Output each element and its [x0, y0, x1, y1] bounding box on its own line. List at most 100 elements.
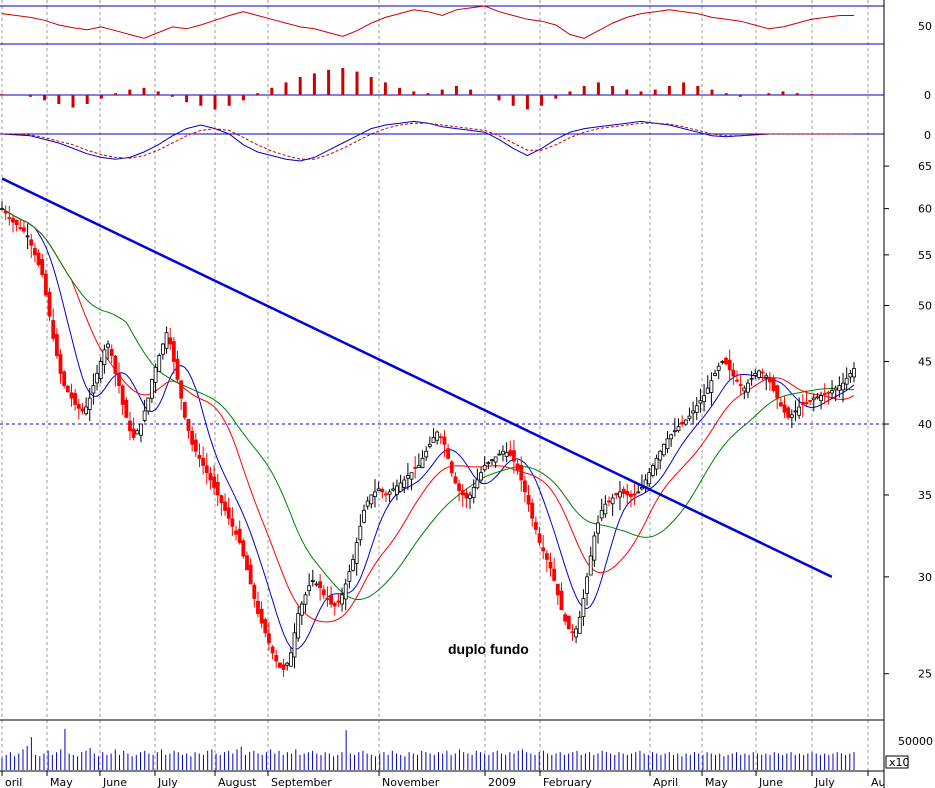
price-candle: [771, 377, 776, 391]
price-candle: [515, 463, 520, 471]
price-candle: [76, 404, 81, 409]
price-candle: [471, 487, 476, 498]
price-candle: [274, 655, 279, 662]
price-candle: [811, 397, 816, 401]
price-candle: [3, 210, 8, 214]
price-candle: [775, 385, 780, 399]
price-candle: [614, 492, 619, 496]
price-tick-label: 35: [918, 489, 932, 502]
double-bottom-annotation: duplo fundo: [448, 641, 529, 657]
price-candle: [131, 428, 136, 438]
price-candle: [25, 235, 30, 238]
ma-fast-line: [1, 208, 855, 651]
price-candle: [106, 343, 110, 348]
volume-tick-label: 50000: [898, 735, 933, 748]
price-candle: [358, 525, 363, 541]
price-candle: [69, 392, 74, 399]
price-candle: [87, 397, 92, 410]
price-candle: [91, 385, 96, 394]
price-candle: [705, 387, 710, 394]
month-label: September: [271, 776, 332, 788]
price-candle: [618, 491, 622, 498]
price-candle: [581, 598, 586, 618]
price-candle: [523, 480, 527, 493]
price-candle: [844, 377, 849, 385]
price-candle: [164, 332, 169, 349]
price-candle: [486, 462, 491, 464]
price-candle: [80, 408, 85, 412]
price-candle: [409, 472, 414, 480]
price-candle: [713, 372, 717, 376]
price-candle: [354, 542, 359, 564]
price-candle: [544, 553, 549, 560]
price-candle: [716, 365, 721, 371]
price-candle: [563, 614, 568, 622]
month-label: May: [705, 776, 728, 788]
price-candle: [680, 421, 685, 425]
price-candle: [815, 396, 820, 399]
price-candle: [29, 239, 34, 246]
price-candle: [533, 522, 538, 530]
price-candle: [797, 406, 802, 416]
price-candle: [508, 450, 513, 456]
price-tick-label: 30: [918, 571, 932, 584]
price-candle: [435, 431, 440, 441]
price-candle: [636, 491, 641, 494]
price-candle: [11, 218, 15, 223]
price-candle: [416, 465, 421, 468]
price-candle: [285, 662, 290, 666]
price-candle: [596, 522, 600, 534]
price-candle: [501, 450, 505, 455]
price-candle: [160, 343, 165, 355]
month-label: June: [758, 776, 783, 788]
macd-panel: [0, 120, 884, 162]
price-candle: [117, 373, 121, 387]
macd-histogram-panel: [0, 68, 884, 110]
price-candle: [384, 493, 388, 496]
price-candle: [343, 583, 348, 600]
price-candle: [512, 450, 516, 462]
price-candle: [621, 488, 626, 494]
price-candle: [555, 583, 560, 596]
price-tick-label: 65: [918, 160, 932, 173]
price-candle: [475, 479, 480, 489]
price-tick-label: 60: [918, 203, 932, 216]
price-candle: [299, 603, 304, 616]
price-candle: [318, 581, 323, 588]
month-label: June: [102, 776, 127, 788]
price-candle: [493, 456, 498, 463]
price-candle: [281, 664, 286, 670]
price-candle: [413, 466, 418, 469]
price-candle: [640, 487, 644, 490]
price-candle: [694, 405, 699, 413]
price-candle: [245, 555, 249, 571]
price-candle: [380, 488, 385, 493]
price-candle: [767, 376, 772, 383]
price-candle: [373, 491, 377, 497]
price-candle: [186, 419, 191, 432]
price-candle: [757, 370, 761, 378]
ma-mid-line: [1, 208, 855, 623]
price-candle: [336, 600, 341, 603]
price-candle: [292, 632, 297, 658]
price-candle: [672, 430, 677, 433]
macd-signal-line: [2, 122, 854, 160]
price-tick-label: 50: [918, 299, 932, 312]
month-label: April: [653, 776, 678, 788]
price-candle: [731, 369, 736, 377]
price-candle: [661, 443, 666, 456]
price-candle: [632, 493, 637, 496]
volume-unit-label: x10: [889, 756, 910, 769]
price-candle: [709, 380, 714, 393]
price-candle: [482, 465, 487, 471]
price-candle: [490, 459, 494, 462]
price-candle: [212, 476, 216, 488]
price-candle: [826, 391, 831, 394]
price-candle: [585, 576, 589, 594]
price-candle: [98, 361, 103, 379]
price-candle: [735, 379, 739, 382]
price-candle: [73, 392, 78, 405]
price-candle: [822, 392, 827, 395]
